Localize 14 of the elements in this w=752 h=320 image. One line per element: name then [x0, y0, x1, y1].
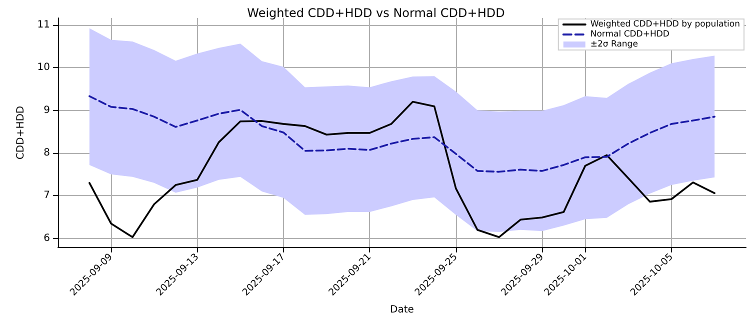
y-tick-label: 6 — [44, 232, 50, 244]
legend-label: Weighted CDD+HDD by population — [590, 20, 740, 30]
y-tick-label: 9 — [44, 104, 50, 116]
y-tick-label: 11 — [37, 19, 50, 30]
chart-title: Weighted CDD+HDD vs Normal CDD+HDD — [247, 6, 505, 20]
x-axis-title: Date — [390, 304, 414, 316]
y-tick-label: 7 — [44, 190, 50, 202]
y-axis-title: CDD+HDD — [16, 106, 26, 160]
line-series — [88, 95, 716, 173]
line-series — [88, 100, 716, 238]
legend-label: Normal CDD+HDD — [590, 30, 670, 40]
legend-label: ±2σ Range — [590, 40, 638, 50]
y-tick-label: 10 — [37, 62, 50, 74]
y-tick-label: 8 — [44, 147, 50, 158]
